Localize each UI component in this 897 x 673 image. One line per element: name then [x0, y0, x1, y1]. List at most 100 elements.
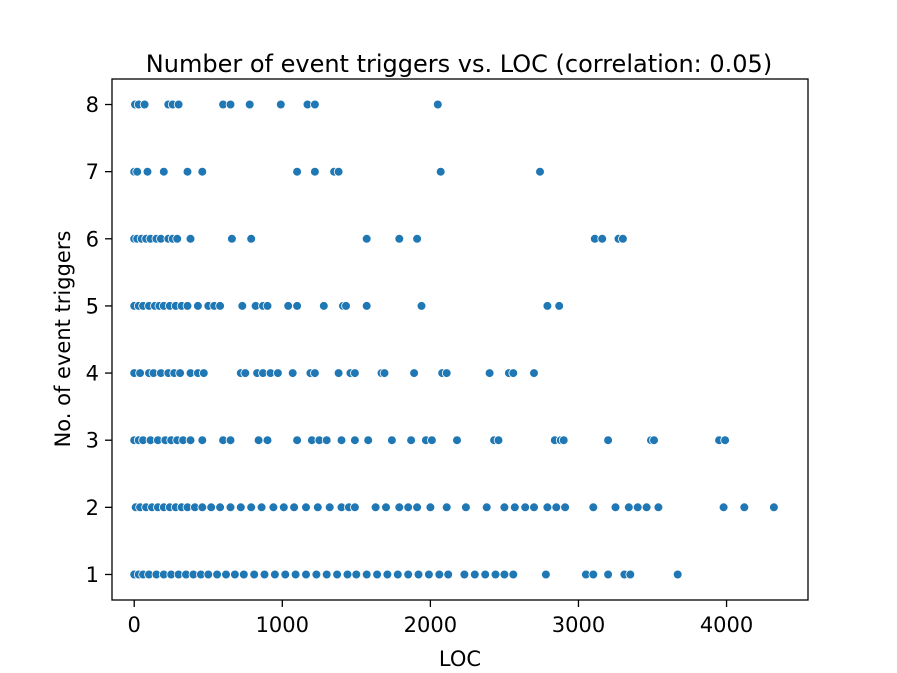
data-point — [237, 301, 248, 311]
data-point — [649, 435, 659, 446]
data-point — [244, 99, 255, 110]
data-point — [542, 502, 553, 513]
data-point — [318, 301, 329, 311]
data-point — [610, 502, 621, 513]
data-point — [310, 166, 320, 177]
data-point — [641, 502, 652, 513]
data-point — [409, 368, 419, 378]
data-point — [535, 166, 545, 177]
data-point — [350, 368, 360, 378]
x-tick-label: 2000 — [404, 613, 457, 637]
data-point — [139, 99, 150, 110]
data-point — [632, 502, 643, 513]
data-point — [416, 301, 427, 311]
data-point — [412, 234, 422, 244]
data-point — [193, 301, 203, 311]
data-point — [221, 569, 231, 580]
y-tick-label: 1 — [86, 563, 99, 587]
data-point — [215, 502, 225, 513]
data-point — [312, 502, 323, 513]
y-tick-label: 8 — [86, 93, 99, 117]
y-axis-ticks: 1 2 3 4 5 6 7 8 — [86, 93, 112, 587]
data-point — [597, 234, 607, 244]
data-point — [379, 368, 390, 378]
y-tick-label: 6 — [86, 227, 99, 251]
data-point — [739, 502, 750, 513]
data-point — [588, 502, 599, 513]
data-point — [185, 435, 196, 446]
data-point — [240, 368, 251, 378]
data-point — [310, 99, 320, 110]
data-point — [387, 435, 397, 446]
data-point — [432, 99, 443, 110]
data-point — [392, 569, 403, 580]
data-point — [239, 569, 249, 580]
data-point — [185, 234, 196, 244]
data-point — [350, 502, 360, 513]
data-point — [769, 502, 779, 513]
data-point — [310, 368, 320, 378]
plot-frame — [111, 78, 809, 601]
data-point — [292, 301, 302, 311]
data-point — [333, 166, 344, 177]
data-point — [461, 502, 471, 513]
data-point — [509, 502, 520, 513]
data-point — [203, 569, 214, 580]
data-point — [508, 368, 519, 378]
data-point — [342, 569, 353, 580]
data-point — [603, 569, 613, 580]
data-point — [443, 569, 454, 580]
data-point — [332, 569, 342, 580]
data-point — [720, 435, 730, 446]
data-point — [197, 502, 208, 513]
data-point — [199, 368, 209, 378]
data-point — [427, 435, 437, 446]
data-point — [481, 502, 492, 513]
data-points — [129, 99, 779, 580]
data-point — [372, 569, 382, 580]
data-point — [236, 502, 246, 513]
data-point — [554, 301, 564, 311]
data-point — [452, 435, 462, 446]
data-point — [529, 368, 539, 378]
data-point — [363, 435, 374, 446]
data-point — [469, 569, 480, 580]
data-point — [173, 99, 184, 110]
data-point — [172, 234, 183, 244]
data-point — [253, 435, 264, 446]
x-tick-label: 4000 — [700, 613, 753, 637]
data-point — [142, 166, 153, 177]
data-point — [551, 502, 562, 513]
data-point — [424, 569, 434, 580]
y-tick-label: 5 — [86, 294, 99, 318]
data-point — [435, 166, 446, 177]
x-axis-ticks: 0 1000 2000 3000 4000 — [128, 600, 753, 637]
data-point — [413, 569, 424, 580]
data-point — [321, 435, 332, 446]
data-point — [370, 502, 381, 513]
data-point — [270, 569, 280, 580]
data-point — [301, 569, 311, 580]
y-tick-label: 7 — [86, 160, 99, 184]
x-tick-label: 0 — [128, 613, 141, 637]
data-point — [249, 569, 260, 580]
data-point — [625, 569, 636, 580]
data-point — [246, 234, 257, 244]
y-tick-label: 2 — [86, 496, 99, 520]
data-point — [273, 368, 283, 378]
data-point — [672, 569, 683, 580]
data-point — [225, 435, 236, 446]
data-point — [256, 502, 267, 513]
data-point — [653, 502, 664, 513]
data-point — [361, 569, 372, 580]
data-point — [499, 502, 510, 513]
data-point — [135, 368, 145, 378]
data-point — [292, 166, 302, 177]
data-point — [351, 569, 362, 580]
y-axis-label: No. of event triggers — [51, 231, 75, 448]
data-point — [290, 569, 301, 580]
data-point — [289, 502, 299, 513]
data-point — [618, 234, 628, 244]
